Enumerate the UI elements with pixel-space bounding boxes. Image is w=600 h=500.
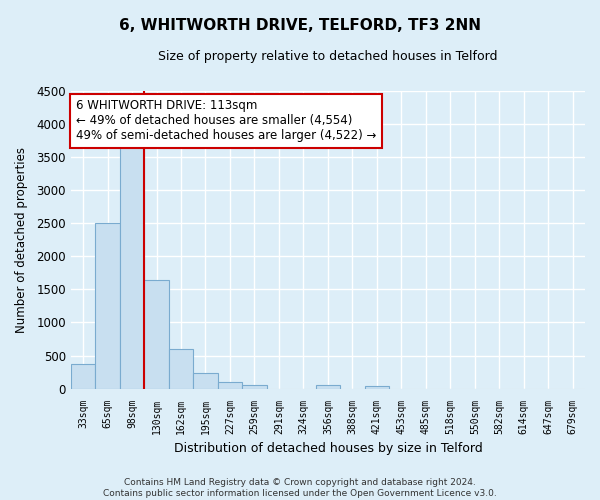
Bar [242, 385, 266, 388]
Title: Size of property relative to detached houses in Telford: Size of property relative to detached ho… [158, 50, 497, 63]
Bar [193, 373, 218, 388]
Text: Contains HM Land Registry data © Crown copyright and database right 2024.
Contai: Contains HM Land Registry data © Crown c… [103, 478, 497, 498]
Bar [218, 382, 242, 388]
Bar [71, 364, 95, 388]
Bar [316, 386, 340, 388]
Text: 6, WHITWORTH DRIVE, TELFORD, TF3 2NN: 6, WHITWORTH DRIVE, TELFORD, TF3 2NN [119, 18, 481, 32]
Bar [120, 140, 144, 388]
X-axis label: Distribution of detached houses by size in Telford: Distribution of detached houses by size … [173, 442, 482, 455]
Y-axis label: Number of detached properties: Number of detached properties [15, 146, 28, 332]
Bar [95, 223, 120, 388]
Bar [144, 280, 169, 388]
Bar [365, 386, 389, 388]
Text: 6 WHITWORTH DRIVE: 113sqm
← 49% of detached houses are smaller (4,554)
49% of se: 6 WHITWORTH DRIVE: 113sqm ← 49% of detac… [76, 100, 376, 142]
Bar [169, 349, 193, 389]
